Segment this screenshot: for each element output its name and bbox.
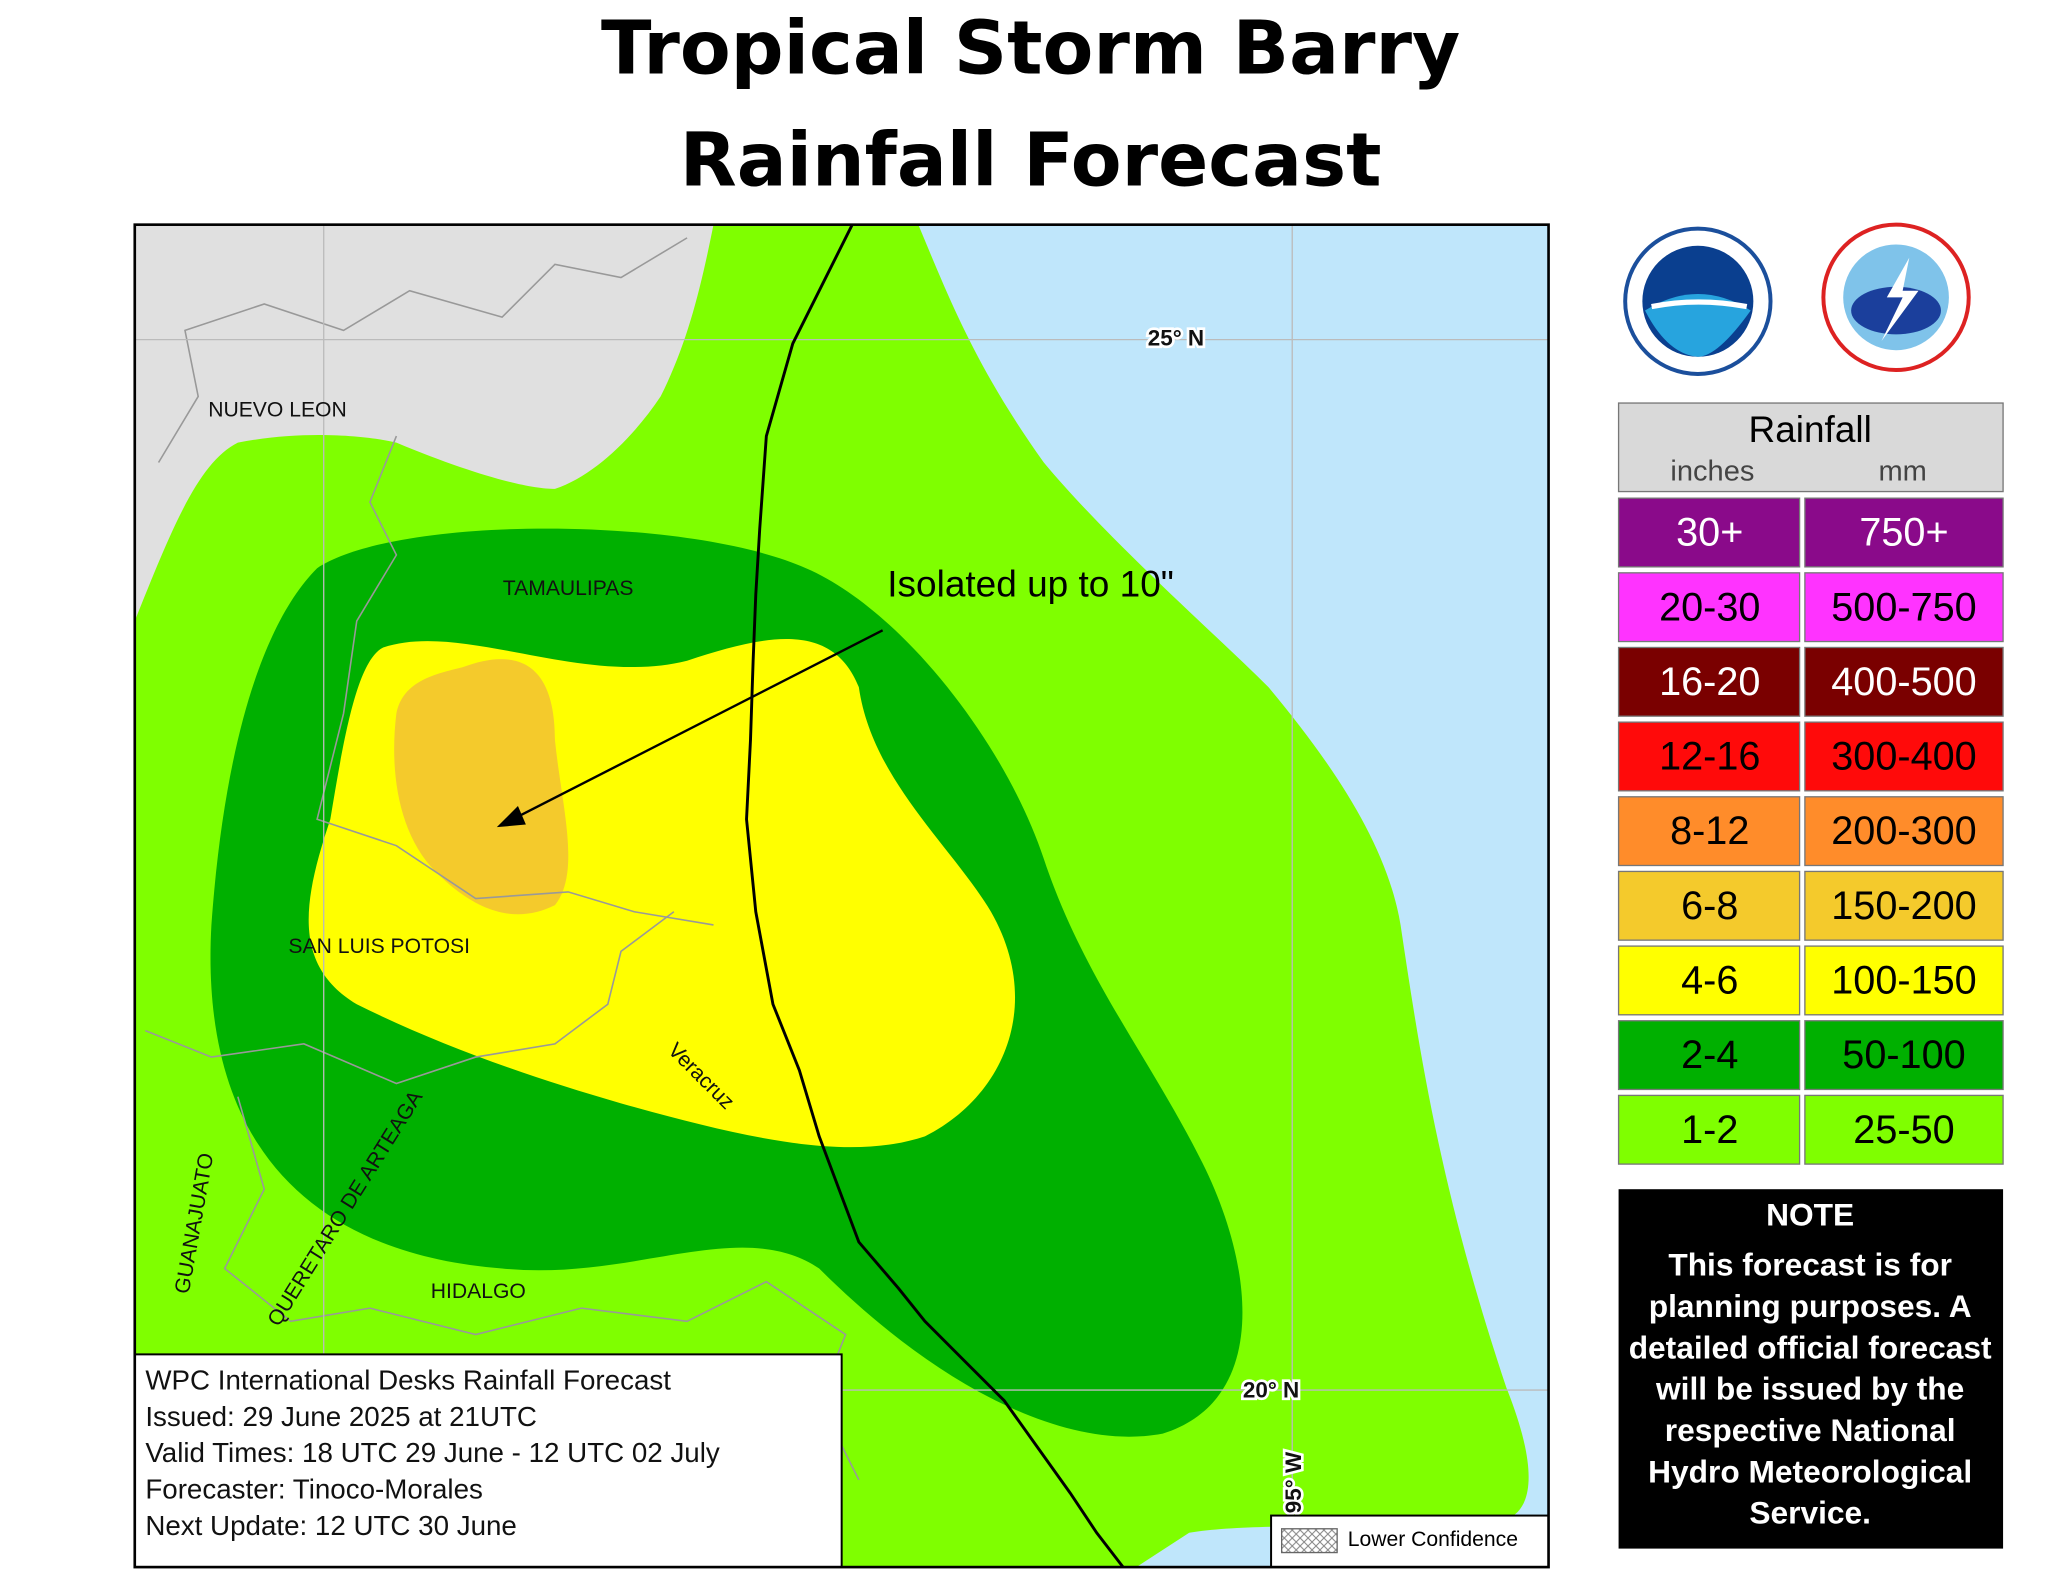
confidence-label: Lower Confidence — [1348, 1528, 1518, 1551]
noaa-logo — [1623, 226, 1773, 376]
legend-inches: 2-4 — [1681, 1033, 1738, 1077]
legend-mm: 400-500 — [1831, 660, 1976, 704]
legend-inches: 12-16 — [1659, 735, 1760, 779]
legend-inches: 6-8 — [1681, 884, 1738, 928]
arrow-head — [496, 806, 526, 828]
state-borders — [145, 237, 860, 1481]
legend-swatch — [1617, 721, 1801, 792]
note-line: detailed official forecast — [1629, 1329, 1992, 1365]
note-lines: This forecast is for planning purposes. A… — [1629, 1247, 1992, 1531]
legend-swatch — [1617, 646, 1801, 717]
legend-inches: 4-6 — [1681, 959, 1738, 1003]
region-label: SAN LUIS POTOSI — [288, 935, 470, 958]
coastline — [745, 224, 1125, 1568]
info-box — [134, 1353, 843, 1568]
legend-inches: 8-12 — [1670, 809, 1749, 853]
legend-rows: 30+ 750+ 20-30 500-750 16-20 400-500 12-16 300-… — [1617, 497, 2004, 1165]
legend-swatch — [1617, 497, 1801, 568]
info-line: Next Update: 12 UTC 30 June — [145, 1510, 517, 1541]
info-line: Valid Times: 18 UTC 29 June - 12 UTC 02 … — [145, 1437, 720, 1468]
note-line: Service. — [1749, 1495, 1871, 1531]
legend-inches: 1-2 — [1681, 1108, 1738, 1152]
legend-title: Rainfall — [1748, 409, 1871, 450]
note-line: This forecast is for — [1668, 1247, 1952, 1283]
nws-logo — [1821, 222, 1971, 372]
note-line: Hydro Meteorological — [1648, 1453, 1972, 1489]
legend-swatch — [1617, 1020, 1801, 1091]
legend-mm: 150-200 — [1831, 884, 1976, 928]
hatch-swatch — [1280, 1528, 1338, 1554]
legend-mm: 500-750 — [1831, 585, 1976, 629]
note-line: respective National — [1665, 1412, 1956, 1448]
legend-swatch — [1804, 497, 2004, 568]
legend-unit: inches — [1670, 456, 1754, 488]
legend-swatch — [1617, 945, 1801, 1016]
rainfall-zone — [394, 659, 569, 915]
annotation-arrow — [514, 629, 884, 819]
note-line: planning purposes. A — [1649, 1288, 1972, 1324]
legend-swatch — [1804, 945, 2004, 1016]
info-line: WPC International Desks Rainfall Forecas… — [145, 1364, 671, 1395]
legend-swatch — [1804, 721, 2004, 792]
legend-swatch — [1617, 1094, 1801, 1165]
grid-label: 20° N — [1243, 1377, 1299, 1402]
legend-swatch — [1617, 796, 1801, 867]
legend-mm: 200-300 — [1831, 809, 1976, 853]
legend-swatch — [1804, 796, 2004, 867]
legend-swatch — [1617, 572, 1801, 643]
legend-swatch — [1804, 1020, 2004, 1091]
legend-header — [1617, 402, 2004, 493]
legend-mm: 100-150 — [1831, 959, 1976, 1003]
title-line: Tropical Storm Barry — [601, 5, 1460, 91]
note-line: will be issued by the — [1655, 1371, 1964, 1407]
legend-unit: mm — [1878, 456, 1926, 488]
map-frame — [133, 223, 1550, 1569]
info-line: Forecaster: Tinoco-Morales — [145, 1473, 483, 1504]
legend-inches: 20-30 — [1659, 585, 1760, 629]
region-label: HIDALGO — [431, 1280, 526, 1303]
grid-label: 95° W — [1281, 1451, 1306, 1513]
title-line: Rainfall Forecast — [680, 118, 1382, 204]
note-box — [1618, 1189, 2004, 1549]
legend-swatch — [1804, 870, 2004, 941]
legend-mm: 750+ — [1859, 511, 1948, 555]
legend-mm: 300-400 — [1831, 735, 1976, 779]
legend-swatch — [1617, 870, 1801, 941]
map: 25° N 20° N 95° W NUEVO LEON TAMAULIPAS … — [134, 224, 1549, 1568]
legend-inches: 16-20 — [1659, 660, 1760, 704]
annotation: Isolated up to 10" — [887, 563, 1174, 604]
region-label: TAMAULIPAS — [503, 577, 634, 600]
info-line: Issued: 29 June 2025 at 21UTC — [145, 1401, 537, 1432]
grid-label: 25° N — [1148, 326, 1204, 351]
info-lines: WPC International Desks Rainfall Forecas… — [145, 1364, 720, 1540]
legend-swatch — [1804, 646, 2004, 717]
legend-swatch — [1804, 1094, 2004, 1165]
legend-mm: 50-100 — [1842, 1033, 1965, 1077]
region-label: NUEVO LEON — [208, 399, 347, 422]
legend-inches: 30+ — [1676, 511, 1743, 555]
legend-mm: 25-50 — [1853, 1108, 1954, 1152]
legend-swatch — [1804, 572, 2004, 643]
note-title: NOTE — [1766, 1196, 1854, 1232]
